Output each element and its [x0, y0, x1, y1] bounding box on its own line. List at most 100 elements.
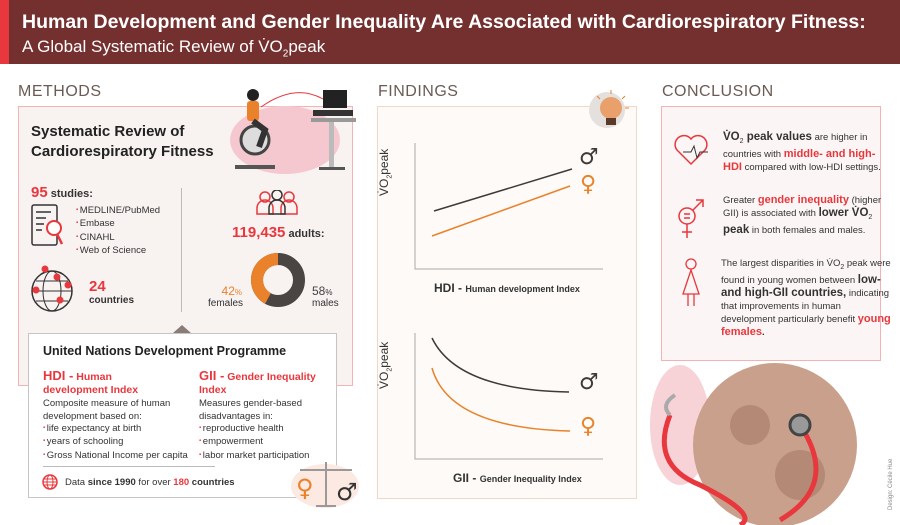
adults-label: adults: — [288, 228, 325, 240]
ylabel-vo2: V̇O — [377, 371, 391, 389]
females-label: females — [208, 298, 244, 309]
bold-text: peak values — [743, 131, 812, 143]
gii-item: empowerment — [199, 435, 309, 448]
gii-chart-axes — [414, 333, 603, 460]
hdi-abbr: HDI - — [43, 368, 74, 383]
data-text: for over — [135, 477, 174, 488]
hdi-item: life expectancy at birth — [43, 422, 188, 435]
hdi-female-line — [431, 185, 571, 237]
data-coverage: Data since 1990 for over 180 countries — [65, 477, 235, 488]
gii-item: labor market participation — [199, 449, 310, 462]
text: (higher GII) is associated with — [723, 195, 882, 219]
page-title: Human Development and Gender Inequality … — [22, 11, 866, 33]
text: in both females and males. — [749, 224, 866, 236]
data-count: 180 — [173, 477, 190, 488]
males-label: males — [312, 298, 339, 309]
methods-divider — [181, 188, 182, 312]
countries-label: countries — [89, 295, 135, 306]
gii-female-curve — [431, 367, 571, 432]
males-stat: 58% males — [312, 284, 339, 309]
vo2-text: V̇O — [723, 131, 740, 143]
highlight: middle- and high-HDI — [723, 147, 876, 173]
sub: 2 — [739, 137, 744, 145]
gender-equality-icon — [678, 199, 704, 238]
subtitle-sub: 2 — [282, 48, 289, 60]
studies-count: 95 studies: — [31, 184, 93, 201]
adults-number: 119,435 — [232, 224, 286, 241]
gii-x-axis-label: GII - Gender Inequality Index — [453, 471, 582, 485]
subtitle-prefix: A Global Systematic Review of — [22, 37, 259, 56]
methods-heading: METHODS — [18, 83, 102, 100]
gii-name: Gender Inequality Index — [199, 371, 316, 396]
gii-name: Gender Inequality Index — [479, 474, 582, 484]
females-pct: 42 — [221, 284, 235, 298]
database-item: Web of Science — [76, 244, 160, 257]
review-title-line-1: Systematic Review of — [31, 123, 185, 140]
females-stat: 42% females — [208, 284, 244, 309]
donut-females-segment — [251, 253, 305, 307]
sub: 2 — [868, 213, 873, 221]
conclusion-point-2: Greater gender inequality (higher GII) i… — [723, 194, 888, 237]
gii-item: reproductive health — [199, 422, 309, 435]
gii-y-axis-label: V̇O2peak — [377, 342, 393, 389]
bold-text: lower V̇O — [818, 207, 869, 219]
pct-sign: % — [325, 288, 333, 297]
pointer-triangle — [173, 325, 191, 333]
conclusion-point-3: The largest disparities in V̇O2 peak wer… — [721, 257, 891, 339]
hdi-components: life expectancy at birth years of school… — [43, 422, 188, 462]
ylabel-vo2: V̇O — [377, 178, 391, 196]
text: The largest disparities in V̇O — [721, 258, 841, 269]
hdi-item: years of schooling — [43, 435, 188, 448]
findings-panel — [377, 106, 637, 499]
undp-panel — [28, 333, 337, 498]
conclusion-point-1: V̇O2 peak values are higher in countries… — [723, 131, 888, 174]
ylabel-sub: 2 — [386, 367, 394, 372]
design-credit: Design: Cécile Hue — [888, 458, 894, 510]
text: . — [761, 326, 765, 338]
review-title: Systematic Review of Cardiorespiratory Fi… — [31, 122, 214, 162]
gii-abbr: GII - — [453, 471, 477, 485]
hdi-name: Human development Index — [43, 371, 139, 396]
hdi-male-line — [433, 168, 573, 212]
globe-pins-icon — [31, 265, 73, 312]
countries-number: 24 — [89, 278, 106, 295]
female-symbol-icon: ♀ — [580, 172, 597, 197]
database-item: CINAHL — [76, 231, 160, 244]
male-symbol-icon: ♂ — [579, 370, 599, 395]
exercise-bike-test-illustration — [230, 89, 356, 174]
text: are higher in countries with — [723, 132, 868, 160]
ylabel-sub: 2 — [386, 174, 394, 179]
young-woman-icon — [682, 258, 700, 306]
highlight: gender inequality — [757, 194, 849, 206]
undp-divider — [43, 466, 215, 467]
data-text: Data — [65, 477, 88, 488]
bold-text: peak — [723, 223, 750, 236]
header-accent-stripe — [0, 0, 9, 64]
hdi-item: Gross National Income per capita — [43, 449, 188, 462]
database-item: Embase — [76, 217, 160, 230]
males-pct: 58 — [312, 284, 326, 298]
studies-number: 95 — [31, 184, 48, 201]
hdi-chart-axes — [414, 143, 603, 270]
gii-description: Measures gender-based disadvantages in: — [199, 398, 302, 422]
studies-label: studies: — [50, 188, 93, 200]
adults-count: 119,435 adults: — [232, 224, 325, 241]
conclusion-panel — [661, 106, 881, 361]
subtitle-suffix: peak — [288, 37, 326, 56]
header-banner — [0, 0, 900, 64]
findings-heading: FINDINGS — [378, 83, 459, 100]
lightbulb-icon — [589, 90, 629, 128]
document-search-icon — [31, 204, 64, 246]
conclusion-heading: CONCLUSION — [662, 83, 774, 100]
text: peak were found in young women between — [721, 258, 891, 286]
hdi-y-axis-label: V̇O2peak — [377, 149, 393, 196]
text: Greater — [723, 195, 758, 206]
hdi-x-axis-label: HDI - Human development Index — [434, 281, 580, 295]
subtitle-vo2: V̇O — [258, 37, 283, 56]
gii-male-curve — [431, 337, 570, 393]
gii-components: reproductive health empowerment labor ma… — [199, 422, 310, 462]
text: indicating that improvements in human de… — [721, 287, 890, 325]
hdi-description: Composite measure of human development b… — [43, 398, 171, 422]
female-symbol-icon: ♀ — [580, 414, 597, 439]
text: compared with low-HDI settings. — [741, 161, 881, 173]
